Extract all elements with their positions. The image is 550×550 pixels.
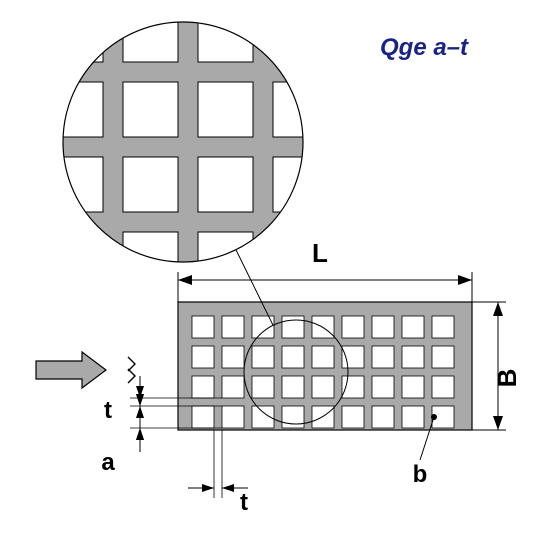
panel-hole: [282, 346, 304, 368]
detail-hole: [198, 157, 253, 212]
panel-hole: [402, 376, 424, 398]
diagram-title: Qge a–t: [380, 34, 469, 61]
dimension-a-label: a: [101, 449, 115, 476]
detail-hole: [348, 232, 403, 287]
detail-hole: [198, 7, 253, 62]
detail-hole: [48, 307, 103, 362]
detail-hole: [123, 232, 178, 287]
dimension-t-horiz-label: t: [240, 489, 248, 516]
panel-hole: [372, 346, 394, 368]
panel-hole: [312, 376, 334, 398]
detail-hole: [48, 157, 103, 212]
detail-hole: [48, 232, 103, 287]
panel-hole: [282, 316, 304, 338]
panel-hole: [192, 376, 214, 398]
caret-marks: [128, 357, 135, 383]
panel-hole: [312, 346, 334, 368]
dimension-L: [178, 272, 472, 302]
detail-hole: [123, 7, 178, 62]
panel-hole: [282, 376, 304, 398]
panel-hole: [342, 406, 364, 428]
panel-hole: [432, 376, 454, 398]
flow-arrow: [36, 352, 106, 388]
leader-b-label: b: [413, 461, 428, 488]
panel-hole: [222, 406, 244, 428]
dimension-B: [472, 302, 506, 430]
detail-hole: [348, 157, 403, 212]
detail-hole: [123, 157, 178, 212]
panel-hole: [222, 346, 244, 368]
detail-hole: [123, 307, 178, 362]
dimension-t-vert-label: t: [104, 397, 112, 424]
panel-hole: [222, 316, 244, 338]
panel-hole: [402, 406, 424, 428]
panel-hole: [372, 406, 394, 428]
panel-hole: [282, 406, 304, 428]
panel-hole: [402, 316, 424, 338]
detail-hole: [273, 7, 328, 62]
panel-hole: [432, 316, 454, 338]
detail-hole: [123, 82, 178, 137]
detail-hole: [198, 82, 253, 137]
panel-hole: [342, 316, 364, 338]
panel-hole: [372, 316, 394, 338]
panel-hole: [192, 316, 214, 338]
panel-hole: [252, 346, 274, 368]
panel-hole: [252, 376, 274, 398]
detail-hole: [48, 7, 103, 62]
panel-hole: [372, 376, 394, 398]
dimension-L-label: L: [312, 238, 328, 268]
perforated-panel: [178, 302, 472, 430]
panel-hole: [432, 346, 454, 368]
dimension-B-label: B: [492, 369, 522, 388]
detail-hole: [273, 82, 328, 137]
panel-hole: [402, 346, 424, 368]
panel-hole: [192, 406, 214, 428]
panel-hole: [192, 346, 214, 368]
dimension-t-horizontal: [188, 430, 248, 498]
detail-hole: [348, 82, 403, 137]
panel-hole: [222, 376, 244, 398]
detail-hole: [48, 82, 103, 137]
